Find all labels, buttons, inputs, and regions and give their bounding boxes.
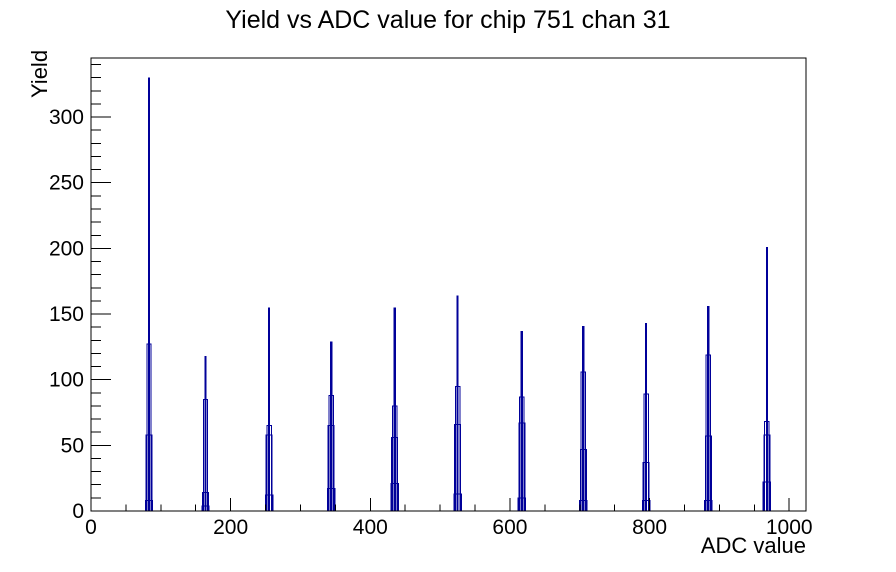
- y-tick-label: 50: [61, 434, 84, 457]
- x-tick-label: 0: [85, 516, 97, 539]
- y-tick-label: 150: [49, 303, 84, 326]
- x-tick-label: 600: [492, 516, 527, 539]
- y-axis-title: Yield: [27, 49, 52, 99]
- plot-frame: [90, 57, 807, 512]
- x-tick-label: 800: [632, 516, 667, 539]
- y-tick-label: 250: [49, 172, 84, 195]
- y-tick-label: 100: [49, 369, 84, 392]
- x-axis-title: ADC value: [700, 533, 806, 558]
- y-tick-label: 0: [72, 500, 84, 523]
- chart-title: Yield vs ADC value for chip 751 chan 31: [225, 6, 671, 34]
- x-tick-label: 400: [353, 516, 388, 539]
- y-tick-label: 300: [49, 106, 84, 129]
- x-tick-label: 1000: [766, 516, 813, 539]
- y-tick-label: 200: [49, 237, 84, 260]
- x-tick-label: 200: [213, 516, 248, 539]
